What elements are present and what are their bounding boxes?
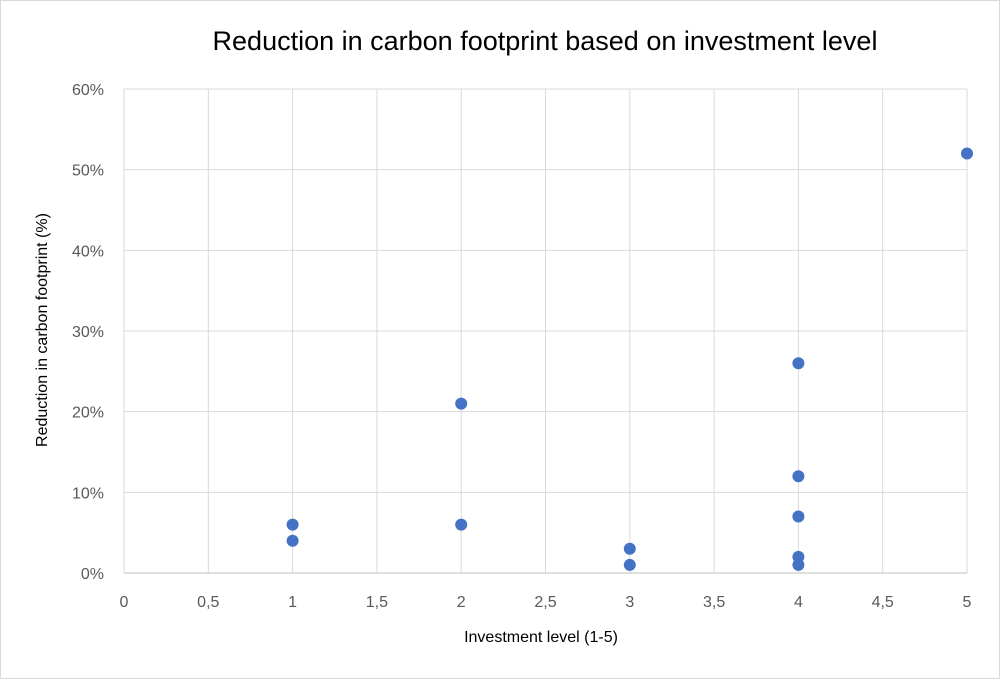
data-point — [286, 534, 299, 547]
x-tick-label: 0 — [120, 594, 129, 611]
gridlines — [123, 88, 968, 574]
y-tick-label: 40% — [72, 243, 104, 260]
data-point — [792, 510, 805, 523]
data-point — [623, 558, 636, 571]
y-tick-label: 60% — [72, 82, 104, 99]
x-tick-label: 2,5 — [534, 594, 556, 611]
x-axis-label: Investment level (1-5) — [464, 629, 618, 646]
y-tick-label: 50% — [72, 163, 104, 180]
y-tick-label: 20% — [72, 405, 104, 422]
data-point — [792, 357, 805, 370]
data-point — [792, 470, 805, 483]
x-tick-label: 0,5 — [197, 594, 219, 611]
data-point — [623, 542, 636, 555]
x-tick-label: 4,5 — [872, 594, 894, 611]
y-tick-label: 0% — [81, 566, 104, 583]
x-tick-label: 1,5 — [366, 594, 388, 611]
x-tick-label: 2 — [457, 594, 466, 611]
data-point — [286, 518, 299, 531]
x-tick-label: 5 — [963, 594, 972, 611]
y-tick-label: 10% — [72, 485, 104, 502]
x-tick-label: 3 — [625, 594, 634, 611]
data-point — [961, 147, 973, 160]
chart-title: Reduction in carbon footprint based on i… — [213, 26, 878, 56]
x-axis-ticks: 0 0,5 1 1,5 2 2,5 3 3,5 4 4,5 5 — [120, 594, 972, 611]
x-tick-label: 3,5 — [703, 594, 725, 611]
data-point — [792, 558, 805, 571]
x-tick-label: 4 — [794, 594, 803, 611]
y-tick-label: 30% — [72, 324, 104, 341]
x-tick-label: 1 — [288, 594, 297, 611]
y-axis-ticks: 0% 10% 20% 30% 40% 50% 60% — [72, 82, 104, 583]
y-axis-label: Reduction in carbon footprint (%) — [34, 213, 51, 447]
data-point — [455, 518, 468, 531]
data-point — [455, 397, 468, 410]
data-points — [286, 147, 973, 571]
